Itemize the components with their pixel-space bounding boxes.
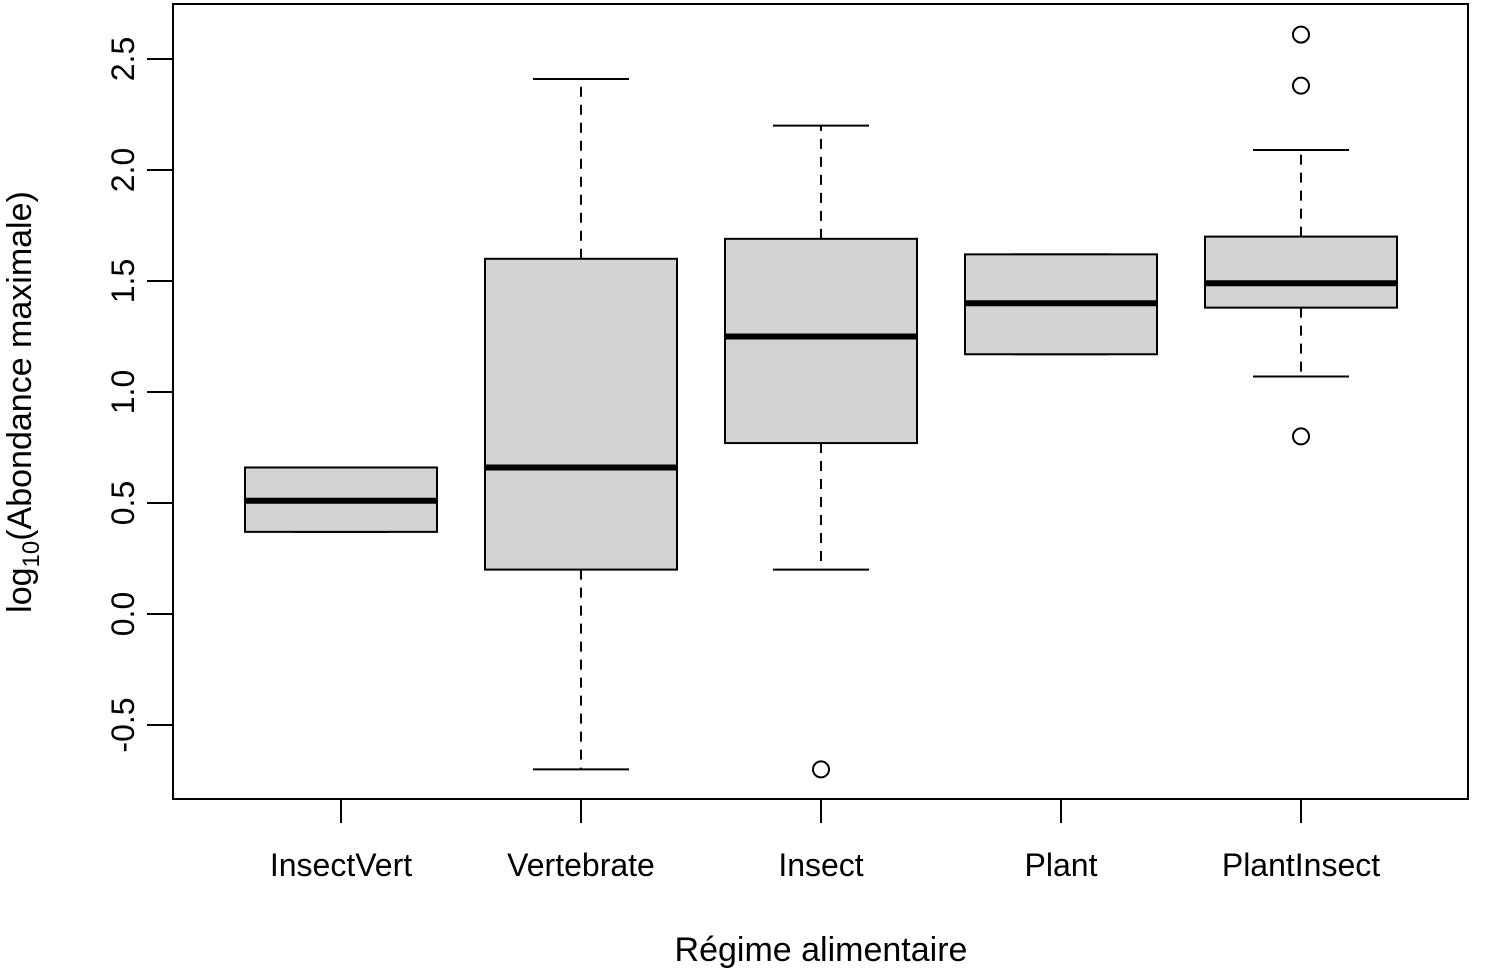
- box-group-plant: [964, 253, 1158, 356]
- y-axis-title-subscript: 10: [18, 541, 45, 568]
- x-tick-label: Insect: [778, 847, 863, 883]
- box-iqr: [1204, 235, 1398, 309]
- x-axis-title: Régime alimentaire: [675, 931, 968, 969]
- outlier-point: [812, 760, 830, 779]
- y-axis-title: log10(Abondance maximale): [1, 191, 45, 613]
- x-tick-label: Vertebrate: [507, 847, 655, 883]
- x-tick-label: Plant: [1025, 847, 1098, 883]
- box-group-insect: [724, 124, 918, 779]
- x-tick-label: PlantInsect: [1222, 847, 1380, 883]
- box-iqr: [484, 257, 678, 571]
- outlier-point: [1292, 76, 1310, 95]
- box-group-insectvert: [244, 466, 438, 533]
- plot-area: -0.5 0.0 0.5 1.0 1.5 2.0 2.5 InsectVert Vertebra…: [105, 3, 1469, 883]
- y-tick-label: -0.5: [105, 697, 141, 752]
- y-tick-label: 1.5: [105, 259, 141, 303]
- box-group-vertebrate: [484, 77, 678, 771]
- y-axis-title-prefix: log: [1, 567, 39, 612]
- y-tick-label: 2.0: [105, 148, 141, 192]
- box-group-plantinsect: [1204, 25, 1398, 446]
- box-iqr: [724, 237, 918, 445]
- y-tick-label: 0.5: [105, 481, 141, 525]
- outlier-point: [1292, 25, 1310, 44]
- y-axis-title-suffix: (Abondance maximale): [1, 191, 39, 541]
- y-tick-label: 2.5: [105, 37, 141, 81]
- y-tick-label: 0.0: [105, 592, 141, 636]
- x-tick-label: InsectVert: [270, 847, 412, 883]
- y-tick-label: 1.0: [105, 370, 141, 414]
- outlier-point: [1292, 427, 1310, 446]
